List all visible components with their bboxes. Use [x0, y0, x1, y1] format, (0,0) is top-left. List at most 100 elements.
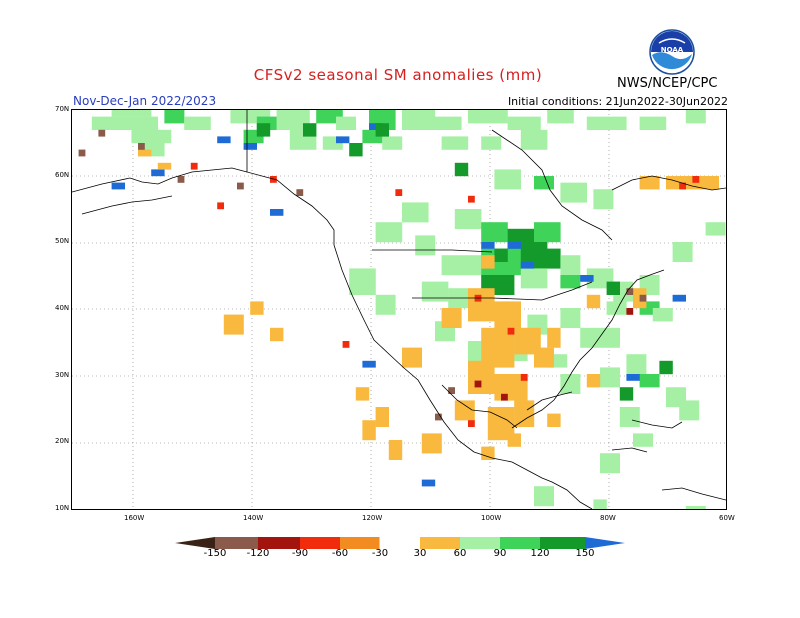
anomaly-cell [402, 347, 422, 368]
colorbar-tick-label: -150 [203, 548, 227, 559]
anomaly-cell [593, 499, 607, 509]
anomaly-cell [639, 176, 660, 190]
anomaly-cell [296, 189, 304, 196]
coastline-path [246, 110, 335, 245]
season-label: Nov-Dec-Jan 2022/2023 [73, 94, 217, 108]
anomaly-cell [705, 222, 726, 236]
anomaly-cell [441, 255, 482, 276]
anomaly-cell [256, 123, 271, 137]
anomaly-cell [177, 176, 185, 183]
coastline-path [72, 167, 248, 193]
anomaly-cell [336, 116, 356, 130]
coastlines [72, 110, 726, 509]
anomaly-cell [78, 149, 86, 157]
anomaly-cell [633, 433, 653, 447]
anomaly-cell [468, 360, 495, 394]
anomaly-cell [184, 116, 211, 130]
anomaly-cell [237, 182, 244, 190]
anomaly-cell [303, 123, 317, 137]
coastline-path [526, 391, 573, 411]
colorbar-segment [175, 537, 215, 549]
anomaly-cell [468, 195, 475, 203]
latitude-label: 10N [55, 504, 70, 512]
anomaly-cell [679, 182, 686, 190]
anomaly-cell [375, 294, 396, 315]
anomaly-cell [534, 486, 554, 507]
anomaly-cell [164, 110, 185, 124]
anomaly-cell [672, 294, 686, 302]
anomaly-cell [494, 301, 521, 328]
latitude-label: 20N [55, 437, 70, 445]
coastline-path [511, 269, 665, 429]
anomaly-cell [626, 354, 647, 375]
map-area [71, 109, 727, 510]
anomaly-cell [91, 116, 158, 130]
anomaly-cell [375, 407, 389, 427]
anomaly-cell [560, 275, 581, 289]
latitude-label: 70N [55, 105, 70, 113]
anomaly-cell [606, 281, 620, 295]
anomaly-cell [454, 209, 482, 229]
anomaly-cell [534, 242, 548, 256]
colorbar [175, 536, 625, 550]
anomaly-cell [600, 367, 620, 388]
latitude-label: 60N [55, 171, 70, 179]
anomaly-cell [606, 301, 627, 315]
anomaly-cell [652, 308, 673, 322]
anomaly-cell [586, 294, 601, 309]
colorbar-segment [300, 537, 340, 549]
anomaly-cell [586, 374, 601, 388]
anomaly-cell [619, 387, 634, 401]
coastline-path [631, 419, 683, 429]
anomaly-cell [586, 116, 627, 130]
anomaly-cell [441, 308, 462, 328]
anomaly-cell [639, 374, 660, 388]
anomaly-cell [336, 136, 350, 144]
anomaly-cell [547, 110, 574, 124]
anomaly-cell [375, 123, 389, 137]
anomaly-cell [375, 222, 403, 243]
anomaly-cell [507, 116, 541, 130]
anomaly-cell [402, 110, 436, 130]
anomaly-cell [454, 162, 469, 177]
colorbar-segment [215, 537, 258, 549]
longitude-label: 140W [243, 514, 264, 522]
anomaly-cell [349, 268, 376, 295]
map-title: CFSv2 seasonal SM anomalies (mm) [253, 66, 543, 84]
anomaly-cell [355, 387, 370, 401]
anomaly-cell [349, 143, 363, 157]
anomaly-cell [692, 176, 700, 183]
anomaly-cell [421, 479, 436, 487]
anomaly-cells [78, 110, 726, 509]
anomaly-cell [520, 129, 548, 150]
anomaly-cell [435, 413, 442, 421]
colorbar-tick-label: -120 [246, 548, 270, 559]
coastline-path [441, 384, 518, 429]
colorbar-segment [460, 537, 500, 549]
anomaly-cell [619, 407, 640, 427]
anomaly-cell [626, 374, 640, 381]
anomaly-cell [685, 110, 706, 124]
anomaly-cell [388, 440, 403, 460]
anomaly-cell [507, 327, 515, 335]
anomaly-cell [514, 400, 535, 427]
anomaly-cell [520, 261, 535, 269]
anomaly-cell [685, 506, 706, 509]
coastline-path [372, 249, 493, 253]
anomaly-cell [243, 143, 257, 150]
anomaly-cell [600, 327, 620, 348]
anomaly-cell [560, 308, 581, 328]
anomaly-cell [402, 202, 429, 223]
anomaly-map [72, 110, 726, 509]
latitude-label: 30N [55, 371, 70, 379]
anomaly-cell [560, 255, 581, 276]
colorbar-segment [500, 537, 540, 549]
anomaly-cell [699, 176, 719, 190]
anomaly-cell [217, 136, 231, 144]
anomaly-cell [481, 446, 495, 460]
anomaly-cell [435, 116, 462, 130]
anomaly-cell [507, 433, 521, 447]
anomaly-cell [534, 347, 554, 368]
anomaly-cell [593, 189, 614, 210]
anomaly-cell [362, 360, 376, 368]
